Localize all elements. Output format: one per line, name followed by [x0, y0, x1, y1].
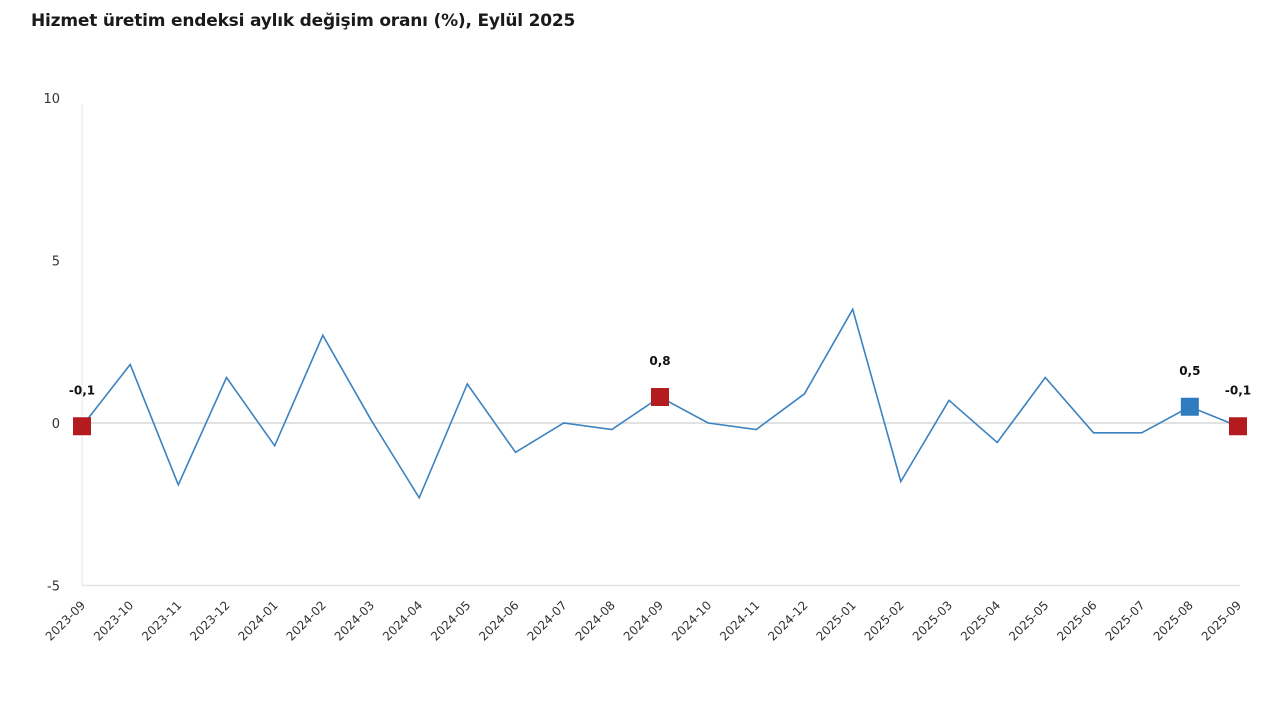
x-tick-label: 2024-06	[476, 598, 521, 643]
x-tick-label: 2025-06	[1054, 598, 1099, 643]
x-tick-label: 2024-11	[717, 598, 762, 643]
x-tick-label: 2024-01	[235, 598, 280, 643]
data-value-label: -0,1	[69, 383, 95, 397]
x-tick-label: 2024-12	[765, 598, 810, 643]
x-tick-label: 2025-07	[1102, 598, 1147, 643]
data-value-label: 0,5	[1179, 364, 1200, 378]
y-tick-label: 5	[52, 255, 60, 270]
data-markers	[73, 388, 1247, 436]
x-tick-label: 2025-09	[1199, 598, 1244, 643]
x-tick-label: 2024-09	[621, 598, 666, 643]
red-square-marker[interactable]	[651, 388, 669, 406]
x-tick-label: 2024-03	[332, 598, 377, 643]
chart-title: Hizmet üretim endeksi aylık değişim oran…	[31, 11, 576, 31]
x-tick-label: 2024-10	[669, 598, 714, 643]
y-tick-label: 10	[43, 92, 60, 107]
data-value-label: 0,8	[649, 354, 670, 368]
x-tick-label: 2023-11	[139, 598, 184, 643]
x-tick-label: 2023-09	[43, 598, 88, 643]
x-tick-label: 2025-03	[910, 598, 955, 643]
x-tick-label: 2025-02	[862, 598, 907, 643]
y-axis-ticks: 10 5 0 -5	[43, 92, 60, 595]
x-axis-ticks: 2023-09 2023-10 2023-11 2023-12 2024-01 2024-…	[43, 598, 1244, 643]
blue-square-marker[interactable]	[1180, 397, 1199, 416]
x-tick-label: 2023-12	[187, 598, 232, 643]
x-tick-label: 2024-04	[380, 598, 425, 643]
x-tick-label: 2025-05	[1006, 598, 1051, 643]
red-square-marker[interactable]	[73, 417, 91, 436]
x-tick-label: 2025-04	[958, 598, 1003, 643]
y-tick-label: -5	[47, 580, 60, 595]
data-value-label: -0,1	[1225, 383, 1251, 397]
x-tick-label: 2025-08	[1151, 598, 1196, 643]
x-tick-label: 2024-07	[524, 598, 569, 643]
x-tick-label: 2024-05	[428, 598, 473, 643]
chart-axes	[81, 104, 1240, 587]
x-tick-label: 2024-08	[573, 598, 618, 643]
data-labels: -0,1 0,8 0,5 -0,1	[69, 354, 1251, 397]
y-tick-label: 0	[52, 417, 60, 432]
red-square-marker[interactable]	[1229, 417, 1247, 436]
x-tick-label: 2023-10	[91, 598, 136, 643]
x-tick-label: 2024-02	[284, 598, 329, 643]
x-tick-label: 2025-01	[813, 598, 858, 643]
